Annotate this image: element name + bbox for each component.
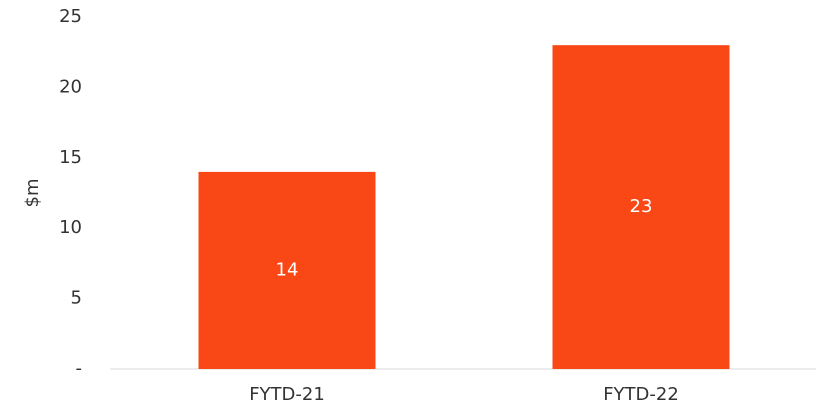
y-tick-label: 25 [59, 6, 82, 27]
y-tick-label: 5 [71, 288, 82, 309]
data-label: 14 [276, 259, 299, 280]
y-tick-label: 15 [59, 147, 82, 168]
y-tick-label: 20 [59, 76, 82, 97]
y-axis-label: $m [22, 179, 43, 208]
data-label: 23 [630, 196, 653, 217]
x-tick-label: FYTD-22 [603, 384, 679, 405]
x-tick-label: FYTD-21 [249, 384, 325, 405]
bar [198, 171, 376, 369]
bar [552, 45, 730, 369]
y-tick-label: 10 [59, 217, 82, 238]
y-tick-label: - [76, 358, 83, 379]
